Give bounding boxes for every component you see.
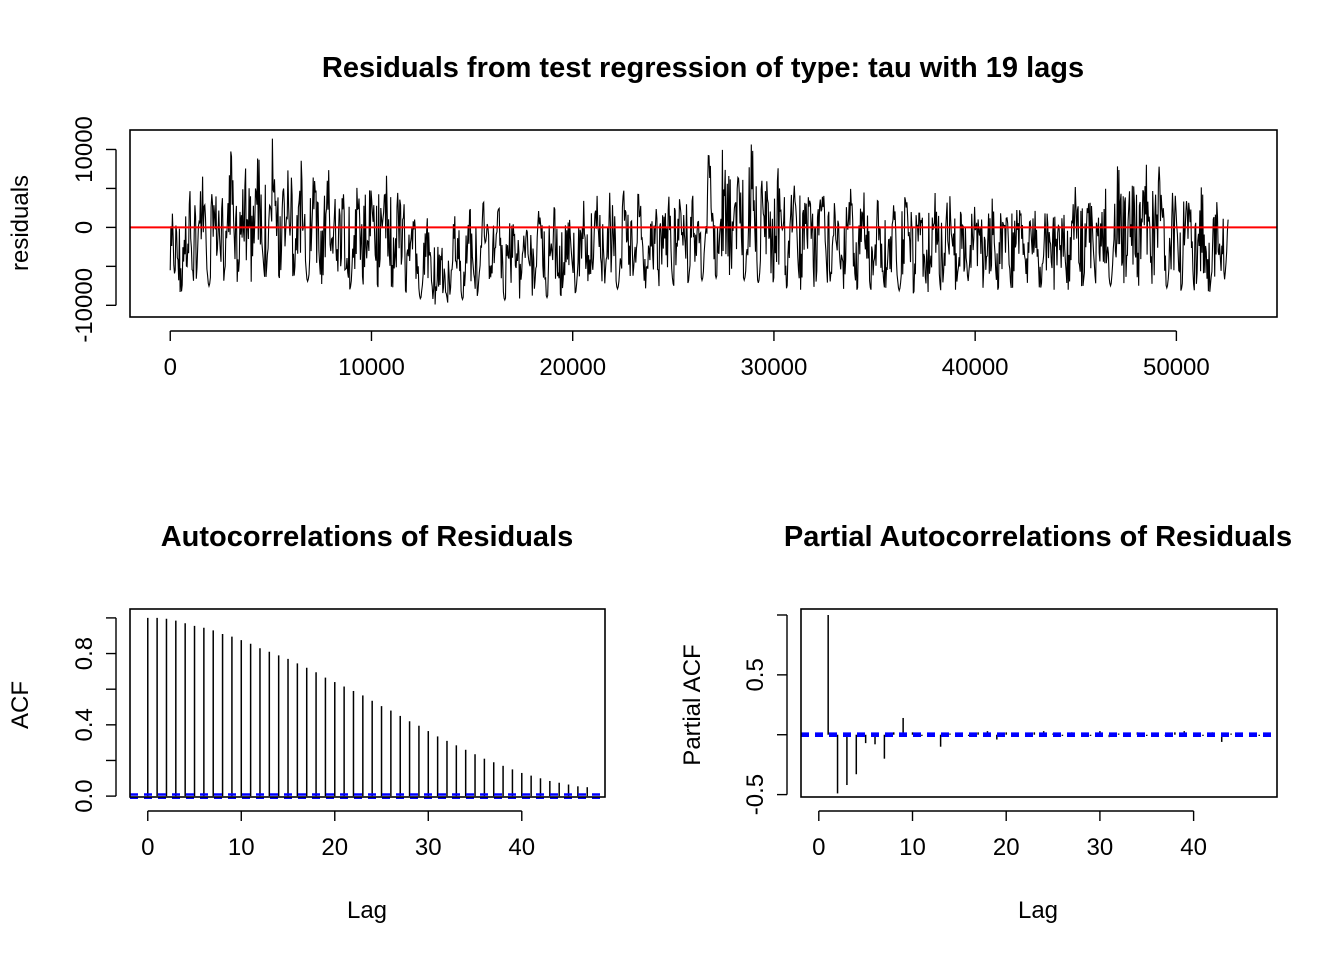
pacf-x-tick-label: 0 bbox=[812, 834, 825, 861]
residuals-title: Residuals from test regression of type: … bbox=[322, 52, 1084, 84]
acf-ylabel: ACF bbox=[7, 681, 34, 729]
residuals-x-tick-label: 0 bbox=[164, 354, 177, 381]
acf-frame bbox=[129, 608, 606, 798]
residuals-y-tick-label: -10000 bbox=[71, 268, 98, 343]
residuals-y-tick-label: 0 bbox=[71, 221, 98, 234]
acf-x-tick-label: 10 bbox=[228, 834, 255, 861]
acf-x-tick-label: 30 bbox=[415, 834, 442, 861]
pacf-x-tick-label: 30 bbox=[1087, 834, 1114, 861]
acf-x-tick-label: 20 bbox=[321, 834, 348, 861]
pacf-frame bbox=[800, 608, 1278, 798]
pacf-y-tick-label: 0.5 bbox=[742, 658, 769, 691]
acf-y-tick-label: 0.8 bbox=[71, 637, 98, 670]
residuals-frame bbox=[129, 129, 1278, 318]
pacf-xlabel: Lag bbox=[1018, 897, 1058, 924]
residuals-x-tick-label: 50000 bbox=[1143, 354, 1210, 381]
residuals-x-tick-label: 20000 bbox=[539, 354, 606, 381]
pacf-x-tick-label: 40 bbox=[1180, 834, 1207, 861]
pacf-x-tick-label: 20 bbox=[993, 834, 1020, 861]
acf-y-tick-label: 0.4 bbox=[71, 708, 98, 741]
acf-title: Autocorrelations of Residuals bbox=[161, 521, 574, 553]
acf-panel: Autocorrelations of Residuals Lag ACF 0 1… bbox=[7, 521, 606, 924]
residuals-plot-area: 0 10000 20000 30000 40000 50000 -10000 0 10000 bbox=[71, 116, 1277, 381]
pacf-x-tick-label: 10 bbox=[899, 834, 926, 861]
pacf-plot-area: 0 10 20 30 40 -0.5 0.5 bbox=[742, 614, 1277, 861]
acf-x-tick-label: 40 bbox=[508, 834, 535, 861]
pacf-ylabel: Partial ACF bbox=[679, 644, 706, 765]
residuals-ylabel: residuals bbox=[7, 175, 34, 271]
acf-plot-area: 0 10 20 30 40 0.0 0.4 0.8 bbox=[71, 617, 605, 861]
residuals-panel: Residuals from test regression of type: … bbox=[7, 52, 1278, 381]
acf-y-tick-label: 0.0 bbox=[71, 779, 98, 812]
residuals-series-line bbox=[169, 138, 1229, 305]
residuals-x-tick-label: 10000 bbox=[338, 354, 405, 381]
pacf-panel: Partial Autocorrelations of Residuals La… bbox=[679, 521, 1292, 924]
acf-x-tick-label: 0 bbox=[141, 834, 154, 861]
residuals-x-tick-label: 30000 bbox=[741, 354, 808, 381]
residuals-x-tick-label: 40000 bbox=[942, 354, 1009, 381]
acf-xlabel: Lag bbox=[347, 897, 387, 924]
pacf-title: Partial Autocorrelations of Residuals bbox=[784, 521, 1292, 553]
pacf-y-tick-label: -0.5 bbox=[742, 774, 769, 815]
residuals-y-tick-label: 10000 bbox=[71, 116, 98, 183]
